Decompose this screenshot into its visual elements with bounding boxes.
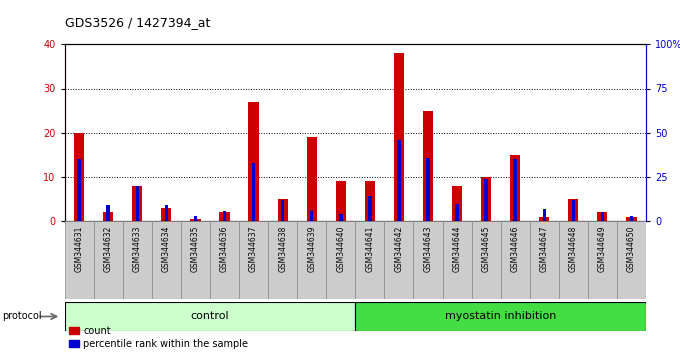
FancyBboxPatch shape — [297, 221, 326, 299]
FancyBboxPatch shape — [588, 221, 617, 299]
Bar — [135, 186, 139, 221]
Text: GSM344648: GSM344648 — [569, 225, 578, 272]
Bar — [513, 159, 517, 221]
Bar — [252, 163, 255, 221]
Text: GSM344642: GSM344642 — [394, 225, 403, 272]
FancyBboxPatch shape — [530, 221, 559, 299]
FancyBboxPatch shape — [152, 221, 181, 299]
Text: myostatin inhibition: myostatin inhibition — [445, 312, 556, 321]
Bar — [132, 186, 142, 221]
Legend: count, percentile rank within the sample: count, percentile rank within the sample — [69, 326, 248, 349]
FancyBboxPatch shape — [617, 221, 646, 299]
Text: GSM344631: GSM344631 — [75, 225, 84, 272]
Text: GSM344639: GSM344639 — [307, 225, 316, 272]
FancyBboxPatch shape — [472, 221, 500, 299]
FancyBboxPatch shape — [355, 221, 384, 299]
Bar — [165, 205, 168, 221]
Bar — [364, 181, 375, 221]
Bar — [572, 200, 575, 221]
Bar — [74, 133, 84, 221]
Bar — [194, 216, 197, 221]
Bar — [539, 217, 549, 221]
FancyBboxPatch shape — [443, 221, 472, 299]
FancyBboxPatch shape — [413, 221, 443, 299]
Text: GSM344643: GSM344643 — [424, 225, 432, 272]
FancyBboxPatch shape — [355, 302, 646, 331]
FancyBboxPatch shape — [268, 221, 297, 299]
Bar — [161, 208, 171, 221]
FancyBboxPatch shape — [500, 221, 530, 299]
Text: GSM344649: GSM344649 — [598, 225, 607, 272]
Text: GSM344645: GSM344645 — [481, 225, 490, 272]
Text: GSM344650: GSM344650 — [627, 225, 636, 272]
Bar — [452, 186, 462, 221]
Bar — [510, 155, 520, 221]
Text: GSM344635: GSM344635 — [191, 225, 200, 272]
Bar — [336, 181, 346, 221]
Bar — [281, 200, 284, 221]
Bar — [277, 199, 288, 221]
Bar — [190, 219, 201, 221]
FancyBboxPatch shape — [210, 221, 239, 299]
Bar — [310, 211, 313, 221]
Bar — [568, 199, 579, 221]
Bar — [339, 214, 343, 221]
FancyBboxPatch shape — [181, 221, 210, 299]
Bar — [394, 53, 404, 221]
Bar — [600, 212, 604, 221]
Text: control: control — [190, 312, 229, 321]
Text: GDS3526 / 1427394_at: GDS3526 / 1427394_at — [65, 16, 210, 29]
Text: GSM344636: GSM344636 — [220, 225, 229, 272]
Bar — [248, 102, 258, 221]
Bar — [107, 205, 110, 221]
Bar — [307, 137, 317, 221]
Bar — [368, 196, 371, 221]
Bar — [543, 209, 546, 221]
Text: GSM344632: GSM344632 — [104, 225, 113, 272]
Text: GSM344641: GSM344641 — [365, 225, 374, 272]
Text: GSM344647: GSM344647 — [540, 225, 549, 272]
FancyBboxPatch shape — [384, 221, 413, 299]
FancyBboxPatch shape — [326, 221, 355, 299]
Bar — [484, 179, 488, 221]
Bar — [597, 212, 607, 221]
Text: GSM344640: GSM344640 — [337, 225, 345, 272]
Text: GSM344633: GSM344633 — [133, 225, 141, 272]
Text: protocol: protocol — [2, 312, 41, 321]
Text: GSM344634: GSM344634 — [162, 225, 171, 272]
FancyBboxPatch shape — [94, 221, 122, 299]
Bar — [626, 217, 636, 221]
Bar — [103, 212, 114, 221]
Text: GSM344646: GSM344646 — [511, 225, 520, 272]
Bar — [78, 159, 81, 221]
Bar — [426, 158, 430, 221]
Bar — [423, 110, 433, 221]
Bar — [397, 140, 401, 221]
Bar — [481, 177, 491, 221]
FancyBboxPatch shape — [239, 221, 268, 299]
FancyBboxPatch shape — [559, 221, 588, 299]
Bar — [630, 216, 633, 221]
Bar — [223, 211, 226, 221]
Bar — [220, 212, 230, 221]
Text: GSM344638: GSM344638 — [278, 225, 287, 272]
Bar — [456, 204, 459, 221]
Text: GSM344644: GSM344644 — [453, 225, 462, 272]
FancyBboxPatch shape — [122, 221, 152, 299]
FancyBboxPatch shape — [65, 302, 355, 331]
FancyBboxPatch shape — [65, 221, 94, 299]
Text: GSM344637: GSM344637 — [249, 225, 258, 272]
